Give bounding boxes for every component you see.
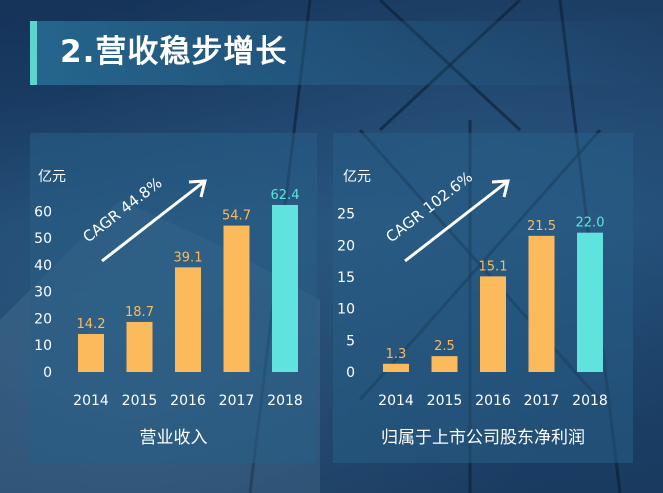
net-profit-chart-panel: 亿元 0 5 10 15 20 25 1.3 2014 2.5 2015 15.1 2016 21.5 20… [333, 133, 633, 463]
bar-value-label: 15.1 [479, 259, 508, 274]
bar-2015 [126, 321, 153, 372]
bar-2018 [272, 204, 298, 372]
bar-value-label: 54.7 [222, 209, 251, 224]
cagr-arrow-head [188, 179, 207, 198]
net-profit-chart-title: 归属于上市公司股东净利润 [381, 428, 585, 448]
y-tick-label: 15 [337, 270, 355, 286]
x-tick-label: 2017 [219, 393, 255, 409]
bar-2017 [528, 235, 555, 372]
y-axis-unit: 亿元 [343, 169, 371, 185]
page-title: 2.营收稳步增长 [60, 34, 288, 70]
bar-value-label: 21.5 [527, 219, 556, 234]
bar-2017 [223, 225, 250, 372]
y-tick-label: 50 [34, 231, 52, 247]
bar-2015 [431, 356, 458, 372]
cagr-arrow [404, 179, 509, 263]
y-tick-label: 10 [337, 302, 355, 318]
y-tick-label: 20 [337, 238, 355, 254]
title-bar [30, 21, 663, 85]
bar-2014 [383, 363, 409, 372]
x-tick-label: 2015 [122, 393, 158, 409]
bar-2018 [577, 232, 603, 372]
bar-value-label: 22.0 [576, 216, 605, 231]
bar-value-label: 14.2 [77, 317, 106, 332]
x-tick-label: 2015 [427, 393, 463, 409]
y-tick-label: 30 [34, 285, 52, 301]
y-tick-label: 10 [34, 338, 52, 354]
x-tick-label: 2018 [572, 393, 608, 409]
x-tick-label: 2017 [524, 393, 560, 409]
y-tick-label: 40 [34, 258, 52, 274]
y-tick-label: 60 [34, 204, 52, 220]
y-tick-label: 25 [337, 207, 355, 223]
x-tick-label: 2016 [475, 393, 511, 409]
net-profit-chart: 亿元 0 5 10 15 20 25 1.3 2014 2.5 2015 15.1 2016 21.5 20… [337, 168, 608, 409]
bar-2016 [175, 267, 201, 372]
y-tick-label: 20 [34, 311, 52, 327]
bar-2016 [480, 276, 506, 372]
bar-value-label: 1.3 [386, 347, 407, 362]
bar-value-label: 18.7 [125, 305, 154, 320]
revenue-chart-panel: 亿元 0 10 20 30 40 50 60 14.2 2014 18.7 2015 39.1 2016 5… [30, 133, 317, 463]
cagr-annotation: CAGR 102.6% [382, 168, 510, 263]
cagr-annotation: CAGR 44.8% [79, 174, 207, 263]
cagr-arrow-head [491, 179, 510, 198]
revenue-chart: 亿元 0 10 20 30 40 50 60 14.2 2014 18.7 2015 39.1 2016 5… [34, 169, 303, 409]
x-tick-label: 2016 [170, 393, 206, 409]
cagr-label: CAGR 44.8% [79, 174, 165, 246]
y-tick-label: 5 [346, 333, 355, 349]
cagr-label: CAGR 102.6% [382, 168, 476, 246]
x-tick-label: 2018 [267, 393, 303, 409]
cagr-arrow [101, 179, 206, 263]
bar-value-label: 2.5 [434, 339, 455, 354]
bar-value-label: 62.4 [271, 188, 300, 203]
y-axis-unit: 亿元 [38, 169, 66, 185]
bar-2014 [78, 333, 104, 372]
x-tick-label: 2014 [378, 393, 414, 409]
y-tick-label: 0 [346, 365, 355, 381]
revenue-chart-title: 营业收入 [139, 428, 208, 448]
title-accent-bar [30, 21, 37, 85]
x-tick-label: 2014 [73, 393, 109, 409]
y-tick-label: 0 [43, 365, 52, 381]
bar-value-label: 39.1 [174, 250, 203, 265]
